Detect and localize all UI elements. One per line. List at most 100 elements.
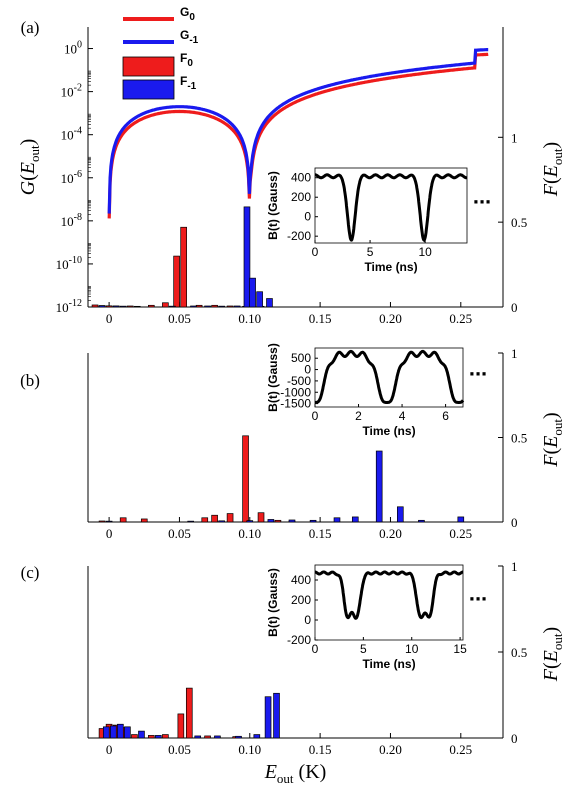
bar-F0 [226,305,234,308]
inset-y-tick-label: -1500 [280,397,311,411]
inset-y-tick-label: -200 [287,229,311,243]
x-tick-label: 0 [106,311,113,326]
inset-continuation: ... [469,580,487,605]
bar-F-1 [187,520,194,523]
bar-F-1 [253,734,261,739]
bar-F0 [148,735,155,739]
left-tick-label: 10-6 [61,169,82,186]
bar-F-1 [457,516,465,523]
legend-patch [122,79,175,100]
bar-F-1 [249,277,256,308]
right-axis-title: F(Eout) [540,412,565,467]
left-tick-label: 10-10 [56,255,82,272]
bar-F0 [131,734,138,739]
left-tick-label: 10-2 [61,83,82,100]
bar-F0 [98,520,106,523]
x-tick-label: 0.25 [449,742,472,757]
inset-waveform [314,173,467,243]
curve-G0 [107,52,489,219]
inset-xlabel: Time (ns) [362,424,415,438]
inset-x-tick-label: 0 [312,245,319,259]
bar-F-1 [98,305,106,308]
right-axis-title-text: F(Eout) [540,142,565,197]
x-tick-label: 0.15 [309,526,332,541]
bar-F-1 [351,516,359,523]
right-tick-label: 0.5 [511,645,527,660]
inset-y-tick-label: 200 [291,593,311,607]
bar-F0 [211,514,218,523]
bar-F0 [242,435,249,523]
x-tick-label: 0.10 [238,311,261,326]
bar-F-1 [235,735,242,739]
inset-x-tick-label: 5 [367,245,374,259]
inset-frame [314,167,468,244]
x-tick-label: 0 [106,526,113,541]
left-axis-title: G(Eout) [17,139,42,196]
bar-F-1 [333,517,341,523]
bar-F-1 [246,520,254,523]
x-tick-label: 0.05 [168,311,191,326]
inset-waveform [315,349,465,404]
left-tick-label: 10-12 [56,298,82,315]
inset-x-tick-label: 0 [312,642,319,656]
x-tick-label: 0.05 [168,526,191,541]
panel-1: (a)0 0.05 0.10 0.15 0.20 0.2500.5110010-210-4… [21,5,528,326]
inset-y-tick-label: 0 [304,613,311,627]
x-tick-label: 0.25 [449,526,472,541]
legend-label: G-1 [180,28,199,46]
bar-F0 [173,255,180,308]
right-tick-label: 0 [511,731,518,746]
bar-F0 [148,304,155,308]
bar-F-1 [218,305,225,308]
bar-F-1 [133,305,141,308]
panel-label: (b) [20,371,40,390]
bar-F-1 [169,305,176,308]
inset-x-tick-label: 5 [360,642,367,656]
bar-F-1 [190,305,197,308]
x-tick-label: 0.10 [238,742,261,757]
bar-F-1 [204,305,211,308]
left-tick-label: 10-8 [61,212,82,229]
bar-F-1 [124,726,131,739]
bar-F-1 [155,735,162,739]
bar-F0 [211,304,218,308]
left-tick-label: 100 [64,40,82,57]
bar-F-1 [418,519,425,523]
inset-x-tick-label: 4 [399,409,406,423]
bar-F-1 [119,305,127,308]
bar-F0 [195,304,203,308]
left-axis-title-text: G(Eout) [17,139,42,196]
right-axis-title-text: F(Eout) [540,627,565,682]
bar-F-1 [273,692,280,739]
right-tick-label: 1 [511,559,518,574]
bar-F0 [119,517,127,523]
inset-y-tick-label: -1000 [280,385,311,399]
inset-waveform [314,570,464,620]
x-tick-label: 0.05 [168,742,191,757]
x-tick-label: 0.20 [379,311,402,326]
right-tick-label: 0.5 [511,431,527,446]
bar-F0 [180,226,187,308]
bar-F0 [185,687,193,739]
bar-F-1 [375,450,383,523]
bar-F-1 [105,520,113,523]
bar-F-1 [243,206,251,308]
bar-F0 [274,519,282,523]
inset-ylabel: B(t) (Gauss) [266,171,280,240]
inset-y-tick-label: 400 [291,573,311,587]
bar-F-1 [266,298,273,308]
bar-F-1 [397,506,404,523]
x-tick-label: 0.20 [379,526,402,541]
bar-F-1 [264,696,272,739]
bar-F0 [204,735,211,739]
bar-F0 [105,305,113,308]
bar-F-1 [267,519,275,523]
legend-label: G0 [180,5,195,23]
x-tick-label: 0.25 [449,311,472,326]
inset-x-tick-label: 6 [442,409,449,423]
inset-y-tick-label: -500 [287,374,311,388]
bar-F-1 [214,735,221,739]
bar-F-1 [256,291,263,308]
